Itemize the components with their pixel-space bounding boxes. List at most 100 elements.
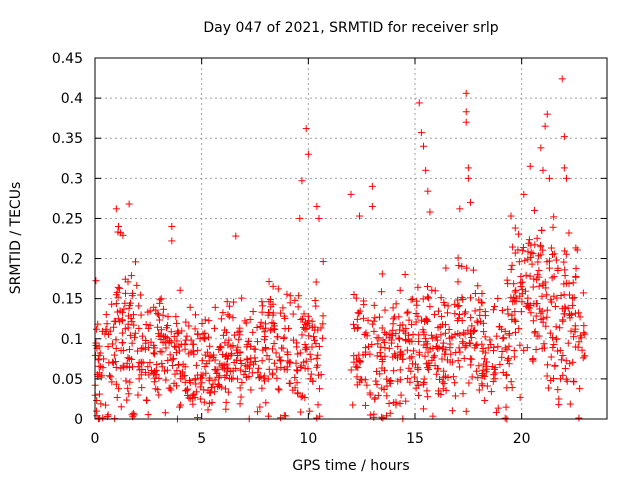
data-point (151, 344, 159, 352)
data-point (151, 350, 159, 358)
data-point (152, 366, 160, 374)
data-point (575, 338, 583, 346)
data-point (137, 291, 145, 299)
data-point (173, 367, 181, 375)
data-point (458, 317, 466, 325)
data-point (118, 316, 126, 324)
data-point (247, 354, 255, 362)
data-point (519, 243, 527, 251)
data-point (133, 281, 141, 289)
data-point (178, 327, 186, 335)
data-point (189, 400, 197, 408)
data-point (578, 346, 586, 354)
x-tick-label: 0 (91, 431, 100, 447)
data-point (297, 315, 305, 323)
data-point (491, 365, 499, 373)
data-point (297, 364, 305, 372)
data-point (108, 358, 116, 366)
data-point (428, 334, 436, 342)
data-point (560, 291, 568, 299)
data-point (117, 364, 125, 372)
data-point (366, 411, 374, 419)
data-point (152, 306, 160, 314)
data-point (518, 286, 526, 294)
data-point (250, 345, 258, 353)
data-point (461, 343, 469, 351)
data-point (404, 331, 412, 339)
data-point (112, 344, 120, 352)
data-point (539, 280, 547, 288)
data-point (521, 287, 529, 295)
data-point (271, 322, 279, 330)
data-point (380, 386, 388, 394)
data-point (518, 278, 526, 286)
data-point (204, 406, 212, 414)
x-tick-label: 15 (406, 431, 424, 447)
data-point (310, 336, 318, 344)
data-point (182, 387, 190, 395)
data-point (404, 374, 412, 382)
data-point (290, 336, 298, 344)
data-point (440, 380, 448, 388)
data-point (540, 340, 548, 348)
data-point (401, 271, 409, 279)
data-point (551, 362, 559, 370)
data-point (114, 222, 122, 230)
data-point (153, 310, 161, 318)
data-point (417, 129, 425, 137)
data-point (576, 313, 584, 321)
data-point (127, 314, 135, 322)
y-axis-title: SRMTID / TECUs (8, 182, 24, 295)
data-point (284, 357, 292, 365)
data-point (267, 303, 275, 311)
data-point (543, 372, 551, 380)
data-point (563, 279, 571, 287)
data-point (127, 272, 135, 280)
data-point (265, 355, 273, 363)
data-point (442, 386, 450, 394)
data-point (126, 331, 134, 339)
data-point (313, 363, 321, 371)
data-point (543, 110, 551, 118)
data-point (458, 262, 466, 270)
data-point (396, 366, 404, 374)
data-point (562, 375, 570, 383)
data-point (215, 374, 223, 382)
data-point (420, 142, 428, 150)
data-point (501, 414, 509, 422)
data-point (422, 344, 430, 352)
data-point (353, 315, 361, 323)
data-point (221, 353, 229, 361)
data-point (236, 384, 244, 392)
data-point (464, 174, 472, 182)
data-point (381, 352, 389, 360)
data-point (551, 302, 559, 310)
data-point (424, 348, 432, 356)
data-point (550, 250, 558, 258)
data-point (134, 347, 142, 355)
data-point (392, 300, 400, 308)
data-point (124, 354, 132, 362)
x-tick-label: 5 (197, 431, 206, 447)
data-point (116, 307, 124, 315)
plot-frame (94, 57, 608, 420)
data-point (280, 412, 288, 420)
data-point (559, 316, 567, 324)
data-point (251, 357, 259, 365)
data-point (270, 325, 278, 333)
data-point (512, 317, 520, 325)
data-point (117, 403, 125, 411)
data-point (205, 400, 213, 408)
data-point (146, 359, 154, 367)
data-point (535, 332, 543, 340)
data-point (129, 311, 137, 319)
data-point (258, 357, 266, 365)
data-point (434, 324, 442, 332)
data-point (110, 323, 118, 331)
data-point (277, 357, 285, 365)
data-point (120, 305, 128, 313)
data-point (550, 292, 558, 300)
data-point (510, 347, 518, 355)
data-point (381, 344, 389, 352)
